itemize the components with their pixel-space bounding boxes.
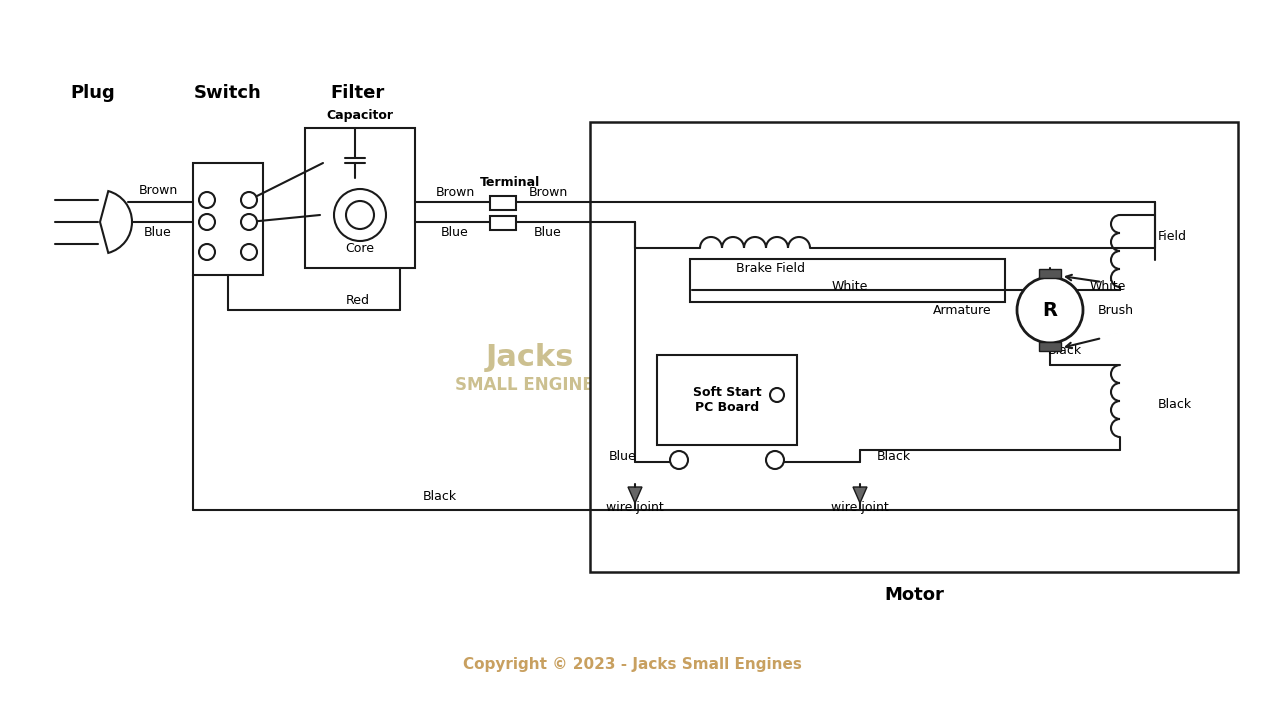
Text: Armature: Armature <box>934 303 992 317</box>
Bar <box>194 163 263 275</box>
Text: Blue: Blue <box>441 227 469 240</box>
Bar <box>1039 269 1061 278</box>
Polygon shape <box>853 487 867 503</box>
Bar <box>589 122 1238 572</box>
Circle shape <box>347 201 374 229</box>
Text: Blue: Blue <box>610 450 638 463</box>
Text: Brown: Brown <box>435 187 474 199</box>
Text: Brush: Brush <box>1098 303 1133 317</box>
Text: Brake Field: Brake Field <box>735 262 805 275</box>
Text: Black: Black <box>877 450 911 463</box>
Circle shape <box>770 388 784 402</box>
Text: Black: Black <box>423 490 457 503</box>
Text: Blue: Blue <box>144 227 172 240</box>
Wedge shape <box>100 191 132 253</box>
Circle shape <box>334 189 386 241</box>
Text: wire joint: wire joint <box>606 501 664 515</box>
Circle shape <box>199 192 215 208</box>
Text: Capacitor: Capacitor <box>326 109 393 122</box>
Text: White: White <box>1090 280 1126 292</box>
Text: Field: Field <box>1157 230 1187 244</box>
Circle shape <box>199 244 215 260</box>
Text: Terminal: Terminal <box>479 177 540 189</box>
Text: Plug: Plug <box>71 84 115 102</box>
Text: Jacks: Jacks <box>486 343 574 373</box>
Text: Black: Black <box>1047 343 1082 357</box>
Circle shape <box>670 451 688 469</box>
Circle shape <box>767 451 784 469</box>
Bar <box>1039 342 1061 351</box>
Text: White: White <box>832 280 868 293</box>
Text: R: R <box>1042 300 1058 320</box>
Text: Switch: Switch <box>194 84 262 102</box>
Text: wire joint: wire joint <box>831 501 889 515</box>
Bar <box>657 355 797 445</box>
Text: Copyright © 2023 - Jacks Small Engines: Copyright © 2023 - Jacks Small Engines <box>463 658 802 673</box>
Text: Red: Red <box>347 293 369 307</box>
Circle shape <box>199 214 215 230</box>
Circle shape <box>242 214 257 230</box>
Text: Filter: Filter <box>331 84 385 102</box>
Bar <box>490 216 516 230</box>
Circle shape <box>242 192 257 208</box>
Circle shape <box>1017 277 1083 343</box>
Bar <box>305 128 415 268</box>
Text: Brown: Brown <box>138 184 177 197</box>
Bar <box>490 196 516 210</box>
Text: Black: Black <box>1157 398 1192 412</box>
Polygon shape <box>627 487 643 503</box>
Text: Soft Start
PC Board: Soft Start PC Board <box>693 386 762 414</box>
Text: Motor: Motor <box>884 586 944 604</box>
Bar <box>689 259 1004 302</box>
Circle shape <box>242 244 257 260</box>
Text: Core: Core <box>345 242 374 255</box>
Text: Brown: Brown <box>529 187 568 199</box>
Text: SMALL ENGINES: SMALL ENGINES <box>454 376 606 394</box>
Text: Blue: Blue <box>534 227 562 240</box>
